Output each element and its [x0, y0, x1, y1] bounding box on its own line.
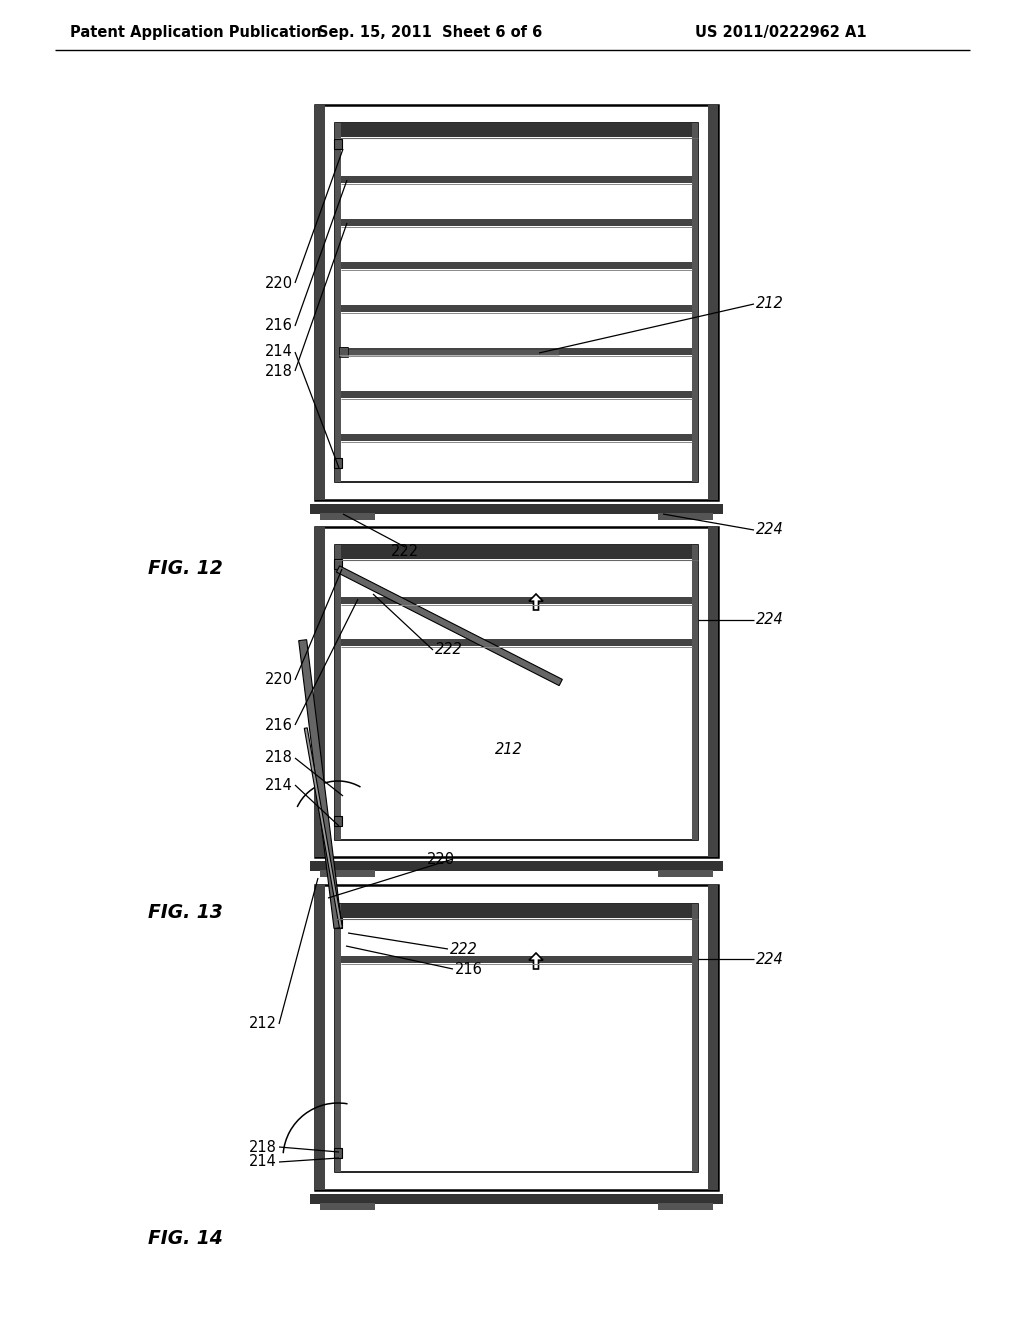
Polygon shape [304, 727, 342, 928]
Bar [310, 861, 723, 871]
Bar [335, 545, 698, 558]
Text: Sep. 15, 2011  Sheet 6 of 6: Sep. 15, 2011 Sheet 6 of 6 [317, 25, 542, 41]
Bar [341, 956, 692, 964]
Bar [341, 176, 692, 183]
Text: FIG. 12: FIG. 12 [148, 558, 223, 578]
Bar [315, 106, 718, 500]
Text: 222: 222 [391, 544, 419, 560]
Text: Patent Application Publication: Patent Application Publication [70, 25, 322, 41]
Text: 224: 224 [756, 612, 783, 627]
Bar [315, 884, 325, 1191]
Text: 212: 212 [756, 297, 783, 312]
Polygon shape [529, 594, 543, 610]
Bar [339, 350, 559, 355]
Bar [708, 106, 718, 500]
Bar [335, 904, 341, 1172]
Bar [334, 139, 342, 149]
Text: 216: 216 [265, 718, 293, 733]
Text: 222: 222 [435, 643, 463, 657]
Text: 220: 220 [427, 851, 455, 866]
Bar [319, 1203, 375, 1210]
Bar [315, 527, 718, 857]
Bar [334, 458, 342, 469]
Bar [341, 305, 692, 312]
Text: FIG. 14: FIG. 14 [148, 1229, 223, 1247]
Bar [334, 1148, 342, 1158]
Text: 212: 212 [495, 742, 522, 758]
Bar [319, 513, 375, 520]
Bar [335, 904, 698, 917]
Bar [692, 123, 698, 482]
Text: 214: 214 [265, 345, 293, 359]
Bar [341, 261, 692, 269]
Bar [334, 917, 342, 928]
Bar [341, 639, 692, 645]
Bar [335, 123, 698, 137]
Text: 224: 224 [756, 523, 783, 537]
Text: 218: 218 [249, 1139, 278, 1155]
Bar [341, 348, 692, 355]
Text: 218: 218 [265, 363, 293, 379]
Bar [341, 597, 692, 605]
Text: 224: 224 [756, 952, 783, 966]
Text: 216: 216 [455, 961, 483, 977]
Polygon shape [337, 566, 562, 685]
Text: 218: 218 [265, 751, 293, 766]
Bar [334, 816, 342, 826]
Text: 216: 216 [265, 318, 293, 334]
Text: 214: 214 [265, 777, 293, 792]
Text: 222: 222 [450, 941, 478, 957]
Bar [334, 1148, 342, 1158]
Bar [334, 917, 342, 928]
Bar [315, 527, 325, 857]
Bar [708, 884, 718, 1191]
Text: 212: 212 [249, 1016, 278, 1031]
Bar [334, 816, 342, 826]
Bar [658, 870, 713, 876]
Bar [334, 139, 342, 149]
Bar [334, 558, 342, 569]
Polygon shape [299, 640, 342, 928]
Bar [335, 545, 698, 840]
Bar [335, 904, 698, 1172]
Bar [341, 434, 692, 441]
Bar [334, 558, 342, 569]
Bar [339, 347, 348, 356]
Bar [658, 513, 713, 520]
Bar [339, 347, 348, 356]
Bar [341, 391, 692, 399]
Polygon shape [529, 953, 543, 969]
Text: US 2011/0222962 A1: US 2011/0222962 A1 [695, 25, 866, 41]
Bar [315, 106, 325, 500]
Bar [334, 458, 342, 469]
Bar [315, 884, 718, 1191]
Bar [319, 870, 375, 876]
Bar [335, 123, 698, 482]
Text: 220: 220 [265, 276, 293, 290]
Text: FIG. 13: FIG. 13 [148, 903, 223, 921]
Bar [310, 504, 723, 513]
Bar [708, 527, 718, 857]
Text: 220: 220 [265, 672, 293, 688]
Bar [692, 545, 698, 840]
Bar [341, 219, 692, 226]
Bar [335, 545, 341, 840]
Bar [692, 904, 698, 1172]
Bar [658, 1203, 713, 1210]
Bar [310, 1195, 723, 1204]
Text: 214: 214 [249, 1155, 278, 1170]
Bar [335, 123, 341, 482]
